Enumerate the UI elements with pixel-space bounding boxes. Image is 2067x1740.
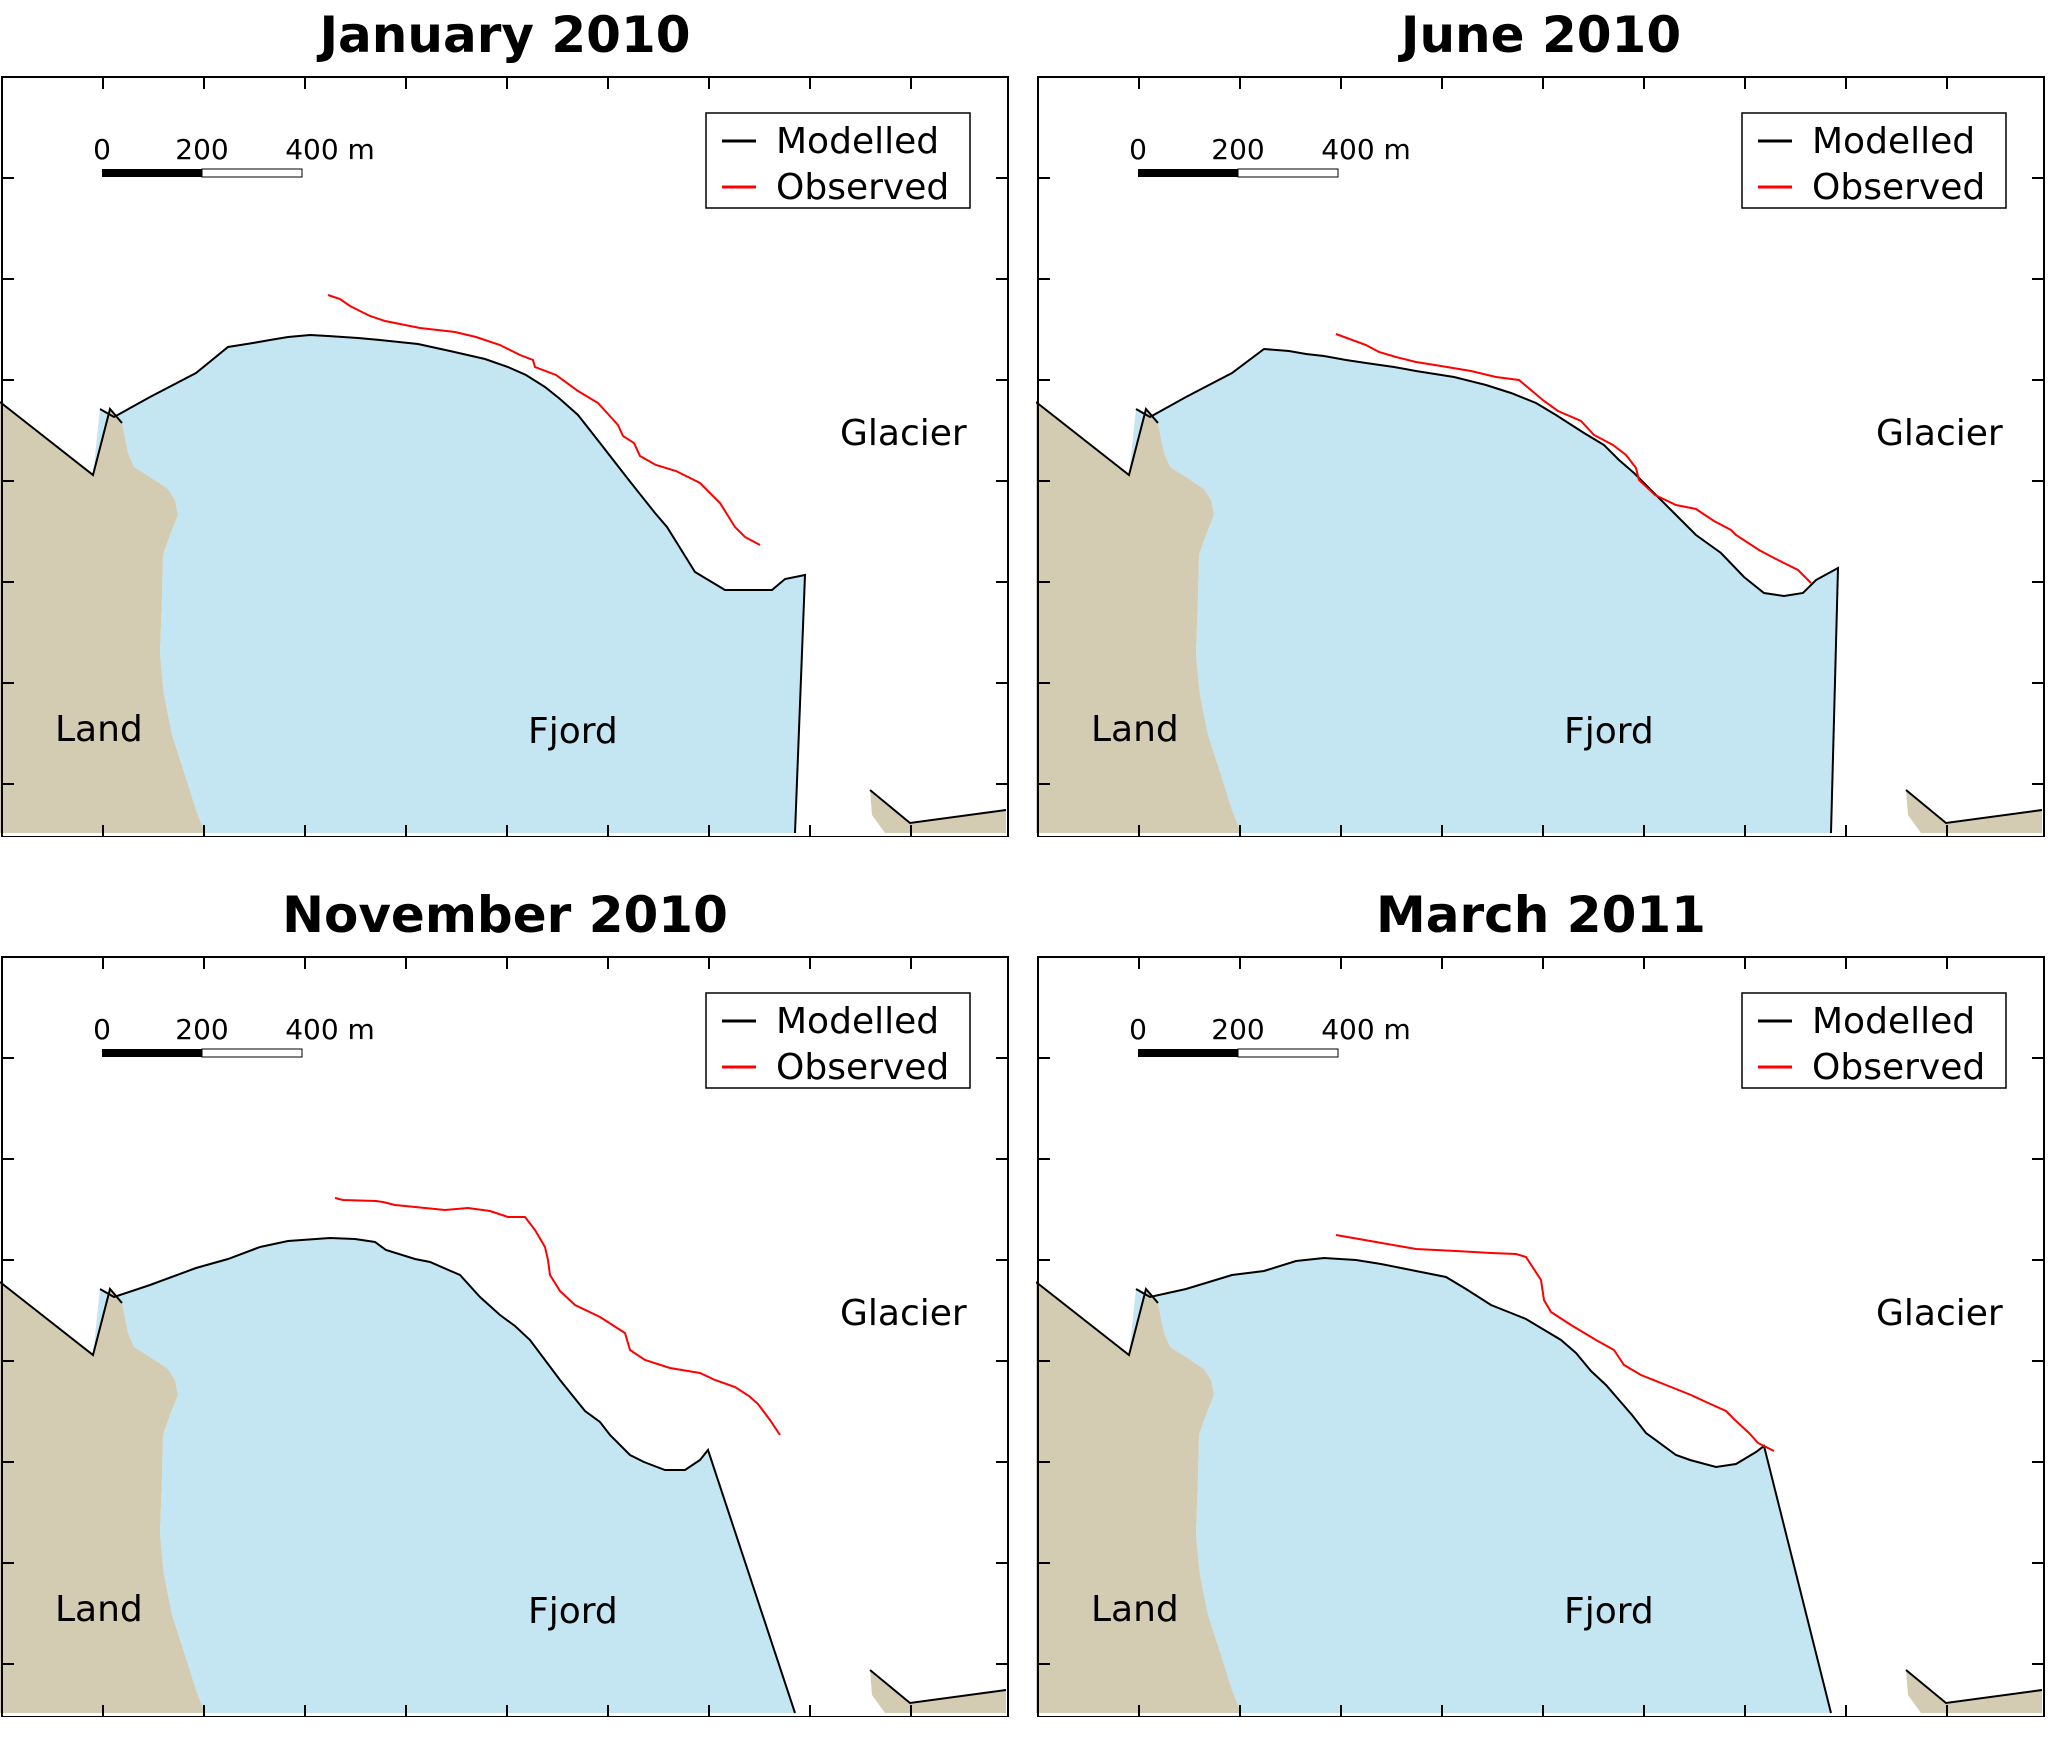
modelled-front-line: [1135, 347, 1840, 834]
panel-title: November 2010: [282, 886, 728, 944]
scale-bar-white-segment: [1237, 1048, 1339, 1058]
scale-bar-black-segment: [1138, 1049, 1238, 1057]
panel-title: March 2011: [1376, 886, 1706, 944]
scale-bar-white-segment: [201, 168, 303, 178]
scale-bar-white-segment: [201, 1048, 303, 1058]
land-area-left: [0, 1282, 205, 1713]
scale-bar-white-segment: [1237, 168, 1339, 178]
legend-modelled-label: Modelled: [776, 1001, 939, 1042]
legend-observed-label: Observed: [776, 167, 949, 208]
land-label: Land: [1091, 1589, 1179, 1630]
scale-label-0: 0: [1129, 133, 1147, 166]
panel-march-2011: March 2011 0 200 400 m Modelled Observed Glac…: [1036, 880, 2046, 1740]
land-area-left: [0, 402, 205, 833]
glacier-label: Glacier: [1876, 1293, 2003, 1334]
legend-observed-label: Observed: [776, 1047, 949, 1088]
panel-title: June 2010: [1400, 6, 1682, 64]
scale-label-400: 400 m: [285, 1013, 375, 1046]
land-area-right: [870, 1670, 1006, 1713]
glacier-label: Glacier: [840, 1293, 967, 1334]
legend-box: [1741, 992, 2007, 1089]
legend-box: [1741, 112, 2007, 209]
land-area-right: [1906, 790, 2042, 833]
coastline-right: [869, 789, 1007, 825]
land-label: Land: [55, 1589, 143, 1630]
land-area-left: [1036, 402, 1241, 833]
land-area-right: [1906, 1670, 2042, 1713]
modelled-front-line: [99, 333, 807, 834]
legend: Modelled Observed: [705, 992, 971, 1089]
fjord-label: Fjord: [1564, 711, 1654, 752]
scale-label-400: 400 m: [285, 133, 375, 166]
legend-modelled-label: Modelled: [1812, 121, 1975, 162]
legend: Modelled Observed: [1741, 992, 2007, 1089]
map-frame: [1037, 956, 2045, 1717]
scale-label-200: 200: [175, 133, 228, 166]
scale-label-200: 200: [175, 1013, 228, 1046]
land-label: Land: [55, 709, 143, 750]
fjord-area: [1129, 349, 1838, 833]
observed-front-line: [1335, 333, 1812, 584]
legend: Modelled Observed: [705, 112, 971, 209]
fjord-area: [1129, 1258, 1831, 1713]
map-frame: [1, 76, 1009, 837]
scale-bar: 0 200 400 m: [93, 1013, 375, 1058]
fjord-area: [93, 335, 805, 833]
map-november-2010: 0 200 400 m Modelled Observed Glacier Fjord Lan…: [0, 956, 1009, 1717]
legend: Modelled Observed: [1741, 112, 2007, 209]
coastline-right: [869, 1669, 1007, 1705]
map-january-2010: 0 200 400 m Modelled Observed Glacier Fjord Lan…: [0, 76, 1009, 837]
map-june-2010: 0 200 400 m Modelled Observed Glacier Fjord Lan…: [1036, 76, 2045, 837]
legend-box: [705, 112, 971, 209]
scale-label-200: 200: [1211, 133, 1264, 166]
modelled-front-line: [1135, 1256, 1832, 1714]
scale-bar: 0 200 400 m: [1129, 133, 1411, 178]
land-area-right: [870, 790, 1006, 833]
observed-front-line: [334, 1197, 781, 1436]
land-label: Land: [1091, 709, 1179, 750]
map-frame: [1037, 76, 2045, 837]
fjord-area: [93, 1238, 795, 1713]
legend-box: [705, 992, 971, 1089]
panel-november-2010: November 2010 0 200 400 m Modelled Observed G…: [0, 880, 1010, 1740]
scale-bar-black-segment: [1138, 169, 1238, 177]
scale-bar-black-segment: [102, 169, 202, 177]
glacier-label: Glacier: [840, 413, 967, 454]
scale-label-400: 400 m: [1321, 1013, 1411, 1046]
scale-label-400: 400 m: [1321, 133, 1411, 166]
panel-title: January 2010: [319, 6, 691, 64]
scale-label-200: 200: [1211, 1013, 1264, 1046]
scale-label-0: 0: [93, 1013, 111, 1046]
coastline-right: [1905, 1669, 2043, 1705]
map-frame: [1, 956, 1009, 1717]
land-area-left: [1036, 1282, 1241, 1713]
observed-front-line: [1335, 1234, 1775, 1452]
scale-label-0: 0: [1129, 1013, 1147, 1046]
legend-observed-label: Observed: [1812, 1047, 1985, 1088]
scale-label-0: 0: [93, 133, 111, 166]
panel-june-2010: June 2010 0 200 400 m Modelled Observed Glaci…: [1036, 0, 2046, 860]
scale-bar: 0 200 400 m: [93, 133, 375, 178]
coastline-right: [1905, 789, 2043, 825]
fjord-label: Fjord: [528, 1591, 618, 1632]
observed-front-line: [327, 294, 761, 546]
legend-modelled-label: Modelled: [1812, 1001, 1975, 1042]
modelled-front-line: [99, 1236, 796, 1714]
fjord-label: Fjord: [528, 711, 618, 752]
panel-january-2010: January 2010 0 200 400 m Modelled Observed Gl…: [0, 0, 1010, 860]
legend-modelled-label: Modelled: [776, 121, 939, 162]
map-march-2011: 0 200 400 m Modelled Observed Glacier Fjord Lan…: [1036, 956, 2045, 1717]
legend-observed-label: Observed: [1812, 167, 1985, 208]
scale-bar-black-segment: [102, 1049, 202, 1057]
scale-bar: 0 200 400 m: [1129, 1013, 1411, 1058]
fjord-label: Fjord: [1564, 1591, 1654, 1632]
glacier-label: Glacier: [1876, 413, 2003, 454]
